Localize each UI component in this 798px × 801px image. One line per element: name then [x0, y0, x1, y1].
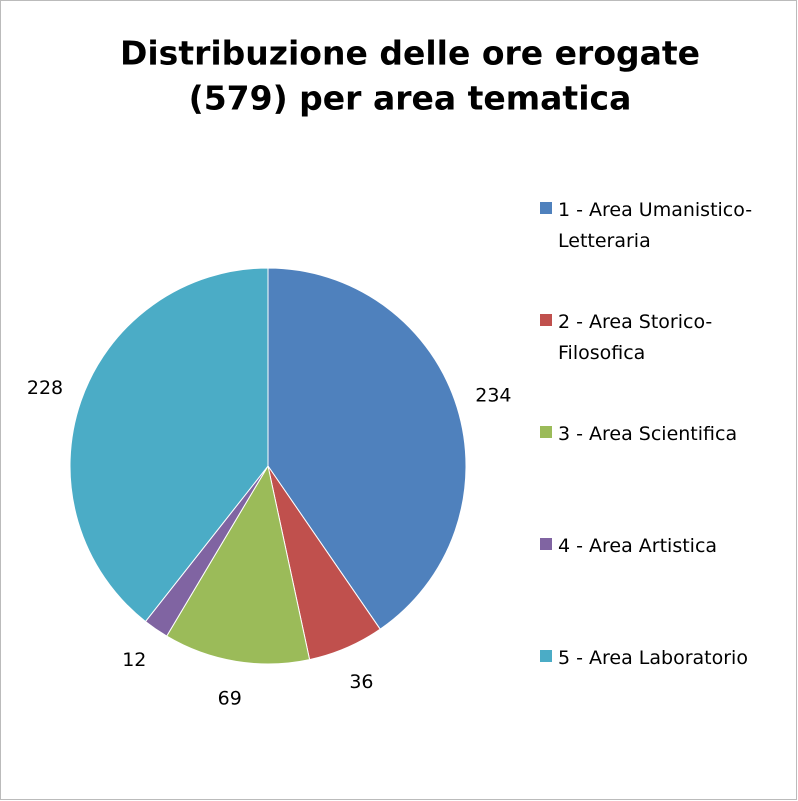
chart-title: (579) per area tematica [189, 79, 632, 118]
legend-item: 1 - Area Umanistico-Letteraria [540, 195, 790, 257]
legend-swatch [540, 426, 552, 438]
legend-label: 5 - Area Laboratorio [558, 647, 748, 669]
legend-label: 1 - Area Umanistico-Letteraria [558, 199, 753, 252]
chart-title: Distribuzione delle ore erogate [120, 34, 700, 73]
pie-slice [69, 267, 269, 623]
legend-item: 5 - Area Laboratorio [540, 643, 790, 674]
legend-swatch [540, 314, 552, 326]
legend-label: 4 - Area Artistica [558, 535, 718, 557]
legend-item: 2 - Area Storico-Filosofica [540, 307, 790, 369]
data-label: 69 [218, 687, 242, 709]
data-label: 12 [122, 649, 146, 671]
legend-item: 3 - Area Scientifica [540, 419, 790, 450]
legend-label: 2 - Area Storico-Filosofica [558, 311, 713, 364]
pie-slice [165, 464, 311, 665]
data-label: 36 [349, 671, 373, 693]
legend-swatch [540, 650, 552, 662]
data-label: 234 [475, 385, 511, 407]
legend-item: 4 - Area Artistica [540, 531, 790, 562]
pie-slice [267, 267, 467, 630]
legend-swatch [540, 202, 552, 214]
legend-label: 3 - Area Scientifica [558, 423, 738, 445]
legend-swatch [540, 538, 552, 550]
data-label: 228 [27, 377, 63, 399]
